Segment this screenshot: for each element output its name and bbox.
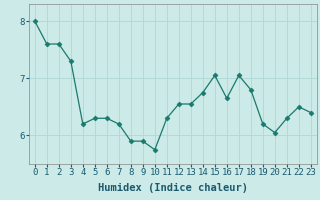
X-axis label: Humidex (Indice chaleur): Humidex (Indice chaleur) xyxy=(98,183,248,193)
